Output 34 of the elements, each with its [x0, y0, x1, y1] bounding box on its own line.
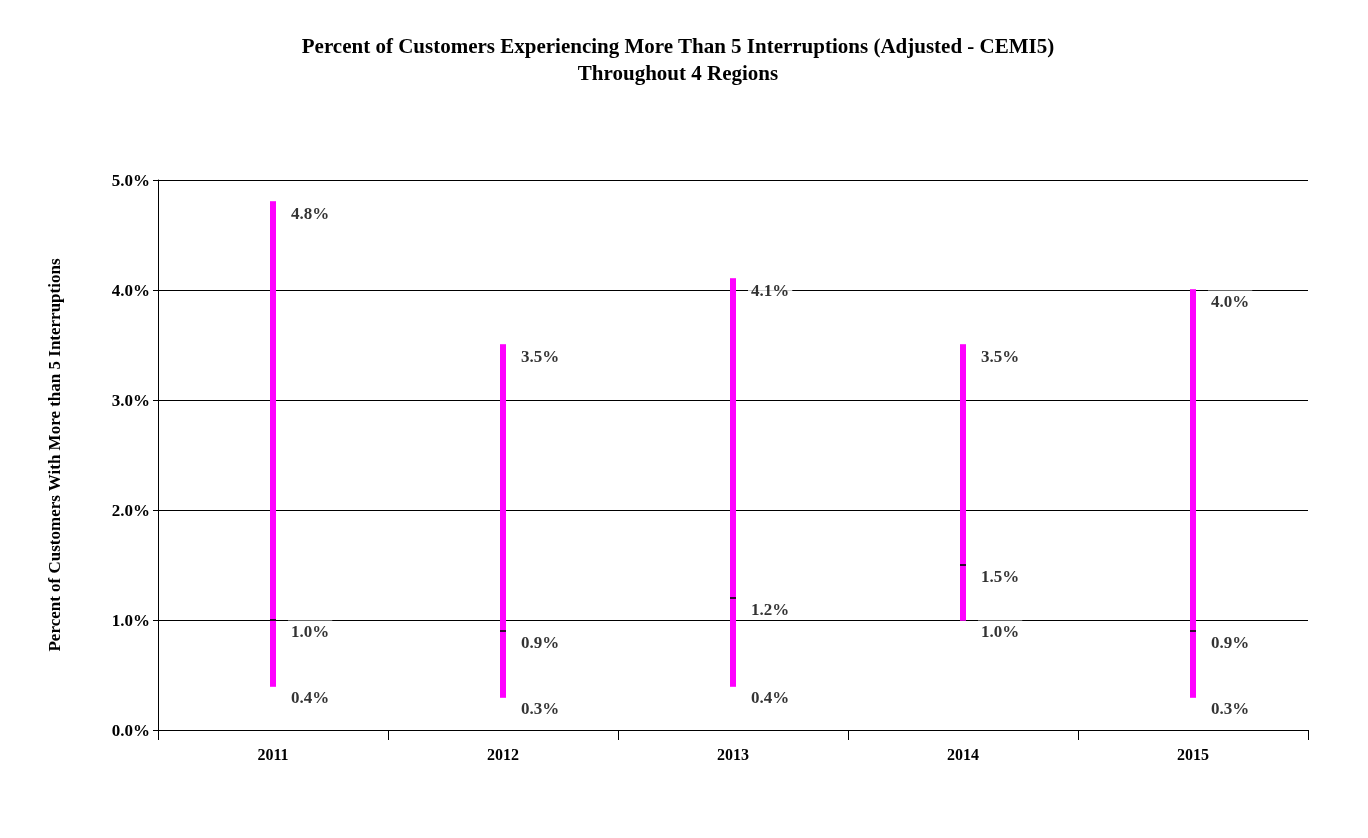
bar	[270, 202, 276, 686]
x-tick-label: 2011	[257, 745, 289, 763]
y-tick-label: 4.0%	[111, 280, 150, 300]
bar	[1190, 290, 1196, 697]
x-tick-label: 2015	[1177, 745, 1209, 763]
bar	[500, 345, 506, 697]
x-tick-label: 2014	[947, 745, 979, 763]
data-label: 0.9%	[521, 632, 560, 652]
data-label: 3.5%	[981, 346, 1020, 366]
chart-subtitle: Throughout 4 Regions	[577, 60, 779, 85]
data-label: 4.0%	[1211, 291, 1250, 311]
y-tick-label: 1.0%	[111, 610, 150, 630]
x-tick-label: 2013	[717, 745, 749, 763]
data-label: 4.1%	[751, 280, 790, 300]
chart-title: Percent of Customers Experiencing More Than 5 Interruptions (Adjusted - CEMI5)	[301, 33, 1055, 58]
y-axis-title: Percent of Customers With More than 5 Interruptions	[45, 258, 64, 652]
data-label: 1.5%	[981, 566, 1020, 586]
y-tick-label: 5.0%	[111, 170, 150, 190]
data-label: 1.0%	[981, 621, 1020, 641]
x-tick-label: 2012	[487, 745, 519, 763]
data-label: 0.9%	[1211, 632, 1250, 652]
data-label: 0.4%	[291, 687, 330, 707]
bar	[960, 345, 966, 620]
data-label: 1.2%	[751, 599, 790, 619]
y-tick-label: 3.0%	[111, 390, 150, 410]
y-tick-label: 0.0%	[111, 720, 150, 740]
data-label: 0.3%	[521, 698, 560, 718]
data-label: 4.8%	[291, 203, 330, 223]
data-label: 0.4%	[751, 687, 790, 707]
data-label: 1.0%	[291, 621, 330, 641]
bar	[730, 279, 736, 686]
data-label: 3.5%	[521, 346, 560, 366]
y-tick-label: 2.0%	[111, 500, 150, 520]
data-label: 0.3%	[1211, 698, 1250, 718]
